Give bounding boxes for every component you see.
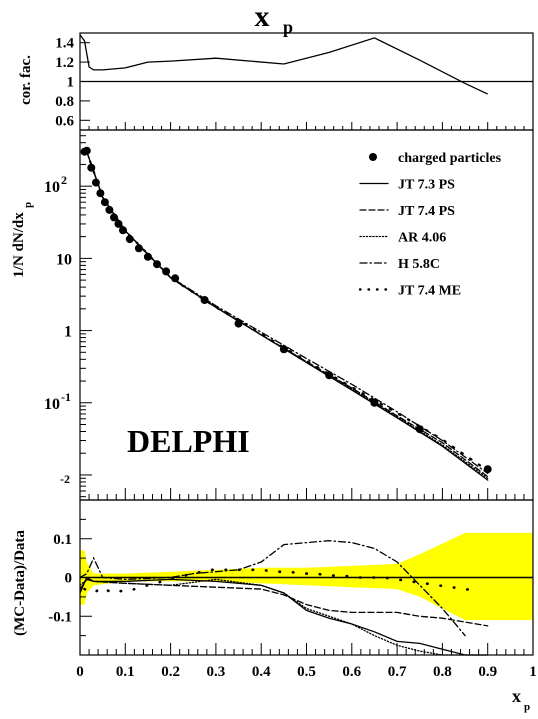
ratio-ytick-label: 0	[65, 571, 73, 587]
spectrum-series-line	[85, 150, 489, 472]
xtick-label: 1	[529, 664, 537, 680]
xtick-label: 0.9	[478, 664, 497, 680]
xtick-label: 0.4	[252, 664, 271, 680]
data-point-marker	[134, 244, 143, 253]
ratio-ytick-label: -0.1	[48, 609, 72, 625]
main-ytick-label: 10	[44, 179, 60, 196]
data-point-marker	[82, 146, 91, 155]
top-ytick-label: 1	[67, 75, 75, 91]
data-point-marker	[483, 465, 492, 474]
figure-title: x	[255, 0, 270, 33]
systematic-uncertainty-band	[80, 532, 533, 621]
ratio-series-line	[79, 578, 489, 627]
xtick-label: 0.6	[342, 664, 361, 680]
data-point-marker	[153, 260, 161, 269]
data-point-marker	[171, 274, 180, 283]
legend-label: JT 7.4 ME	[398, 284, 461, 299]
legend-marker	[369, 153, 377, 161]
main-ylabel: 1/N dN/dx p	[11, 202, 34, 278]
main-ytick-label: 10	[56, 251, 72, 268]
main-ylabel-text: 1/N dN/dx	[11, 212, 27, 278]
main-ytick-label: 10	[44, 396, 60, 413]
data-point-marker	[100, 198, 109, 207]
data-point-marker	[162, 267, 171, 276]
ratio-ylabel: (MC-Data)/Data	[12, 530, 28, 636]
figure-title-subscript: p	[283, 17, 293, 37]
main-ylabel-subscript: p	[22, 202, 34, 208]
ratio-ytick-label: 0.1	[53, 532, 72, 548]
data-point-marker	[87, 163, 96, 172]
data-point-marker	[96, 189, 105, 198]
main-ytick-exponent: -2	[60, 472, 70, 486]
data-point-marker	[415, 425, 424, 434]
data-point-marker	[200, 296, 209, 304]
legend-label: charged particles	[398, 151, 502, 166]
xtick-label: 0.7	[388, 664, 407, 680]
xtick-label: 0.1	[116, 664, 135, 680]
xtick-label: 0.3	[207, 664, 226, 680]
xtick-label: 0.2	[161, 664, 180, 680]
data-point-marker	[105, 205, 114, 214]
systematic-band-layer	[80, 532, 533, 621]
x-axis-label: x	[512, 686, 521, 706]
x-axis-label-subscript: p	[524, 701, 530, 713]
top-ytick-label: 1.4	[55, 36, 74, 52]
main-ytick-exponent: 2	[61, 173, 67, 187]
data-point-marker	[143, 252, 152, 261]
legend-label: JT 7.3 PS	[398, 178, 455, 193]
xtick-label: 0.8	[433, 664, 452, 680]
data-point-marker	[234, 319, 243, 328]
ratio-series-line	[83, 568, 480, 595]
main-ytick-label: 1	[64, 324, 72, 341]
legend-label: H 5.8C	[398, 257, 440, 272]
legend-label: JT 7.4 PS	[398, 204, 455, 219]
data-point-marker	[110, 213, 118, 222]
top-ytick-label: 1.2	[55, 55, 74, 71]
data-point-marker	[325, 371, 334, 380]
ratio-series-line	[79, 540, 466, 637]
data-point-marker	[91, 178, 100, 187]
legend: charged particles JT 7.3 PS JT 7.4 PS AR 4.…	[358, 151, 502, 299]
correction-factor-line	[79, 34, 488, 95]
xtick-label: 0	[76, 664, 84, 680]
delphi-watermark: DELPHI	[127, 423, 250, 459]
data-point-marker	[279, 345, 288, 354]
ratio-series-line	[79, 578, 489, 656]
data-point-marker	[119, 226, 127, 235]
main-ytick-exponent: -1	[61, 390, 71, 404]
data-point-marker	[125, 235, 134, 244]
top-ytick-label: 0.8	[55, 94, 74, 110]
xtick-label: 0.5	[297, 664, 316, 680]
top-ytick-label: 0.6	[55, 113, 74, 129]
data-point-marker	[114, 219, 123, 228]
data-point-marker	[370, 398, 379, 407]
top-ylabel: cor. fac.	[18, 55, 34, 105]
plot-layer	[79, 34, 533, 656]
ratio-series-line	[79, 576, 489, 656]
legend-label: AR 4.06	[398, 231, 446, 246]
